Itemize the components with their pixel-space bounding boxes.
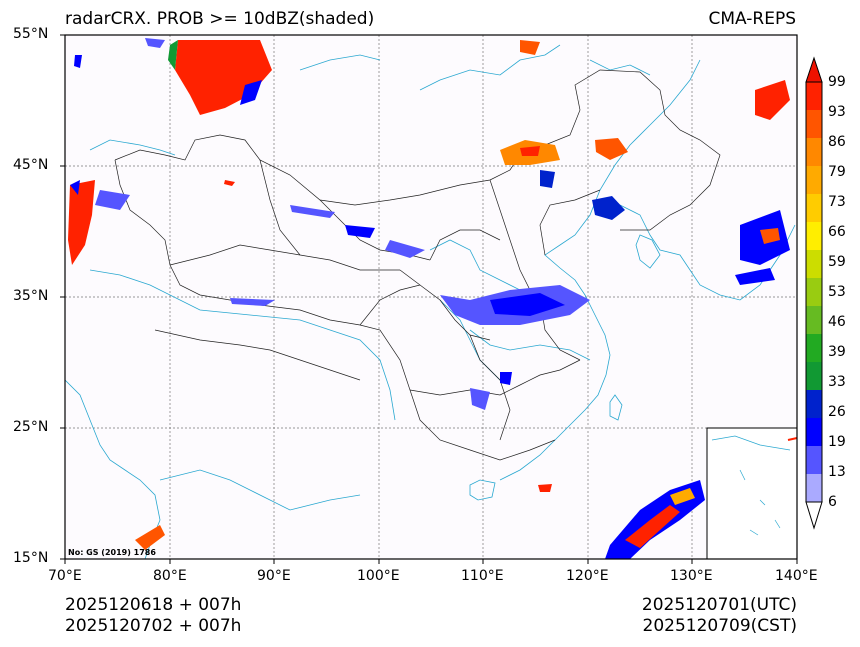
colorbar-segment — [806, 446, 822, 474]
colorbar-segment — [806, 390, 822, 418]
colorbar-tick-label: 93 — [828, 104, 846, 120]
colorbar-tick-label: 99 — [828, 74, 846, 90]
lat-label: 25°N — [13, 419, 49, 435]
colorbar-segment — [806, 138, 822, 166]
south-china-sea-inset — [706, 427, 798, 560]
lon-label: 140°E — [775, 568, 818, 584]
map-approval-number: No: GS (2019) 1786 — [68, 548, 156, 557]
colorbar-segment — [806, 306, 822, 334]
lon-label: 90°E — [257, 568, 291, 584]
lon-label: 80°E — [153, 568, 187, 584]
colorbar-segment — [806, 474, 822, 502]
valid-time-cst: 2025120709(CST) — [642, 616, 797, 636]
lat-label: 45°N — [13, 157, 49, 173]
colorbar-tick-label: 39 — [828, 344, 846, 360]
colorbar-tick-label: 46 — [828, 314, 846, 330]
colorbar-tick-label: 73 — [828, 194, 846, 210]
colorbar-segment — [806, 194, 822, 222]
lon-label: 110°E — [461, 568, 504, 584]
model-name: CMA-REPS — [708, 9, 796, 29]
colorbar-segment — [806, 166, 822, 194]
lat-label: 15°N — [13, 550, 49, 566]
colorbar-segment — [806, 334, 822, 362]
lon-label: 70°E — [48, 568, 82, 584]
colorbar-segment — [806, 250, 822, 278]
init-time-utc: 2025120618 + 007h — [65, 595, 242, 615]
colorbar-tick-label: 79 — [828, 164, 846, 180]
colorbar-over-arrow — [805, 56, 823, 83]
colorbar — [805, 56, 823, 530]
colorbar-tick-label: 66 — [828, 224, 846, 240]
colorbar-tick-label: 6 — [828, 494, 837, 510]
init-time-cst: 2025120702 + 007h — [65, 616, 242, 636]
colorbar-tick-label: 59 — [828, 254, 846, 270]
probability-shading — [68, 38, 797, 559]
colorbar-segment — [806, 82, 822, 110]
lon-label: 100°E — [357, 568, 400, 584]
lon-label: 120°E — [566, 568, 609, 584]
lat-label: 55°N — [13, 26, 49, 42]
colorbar-segment — [806, 362, 822, 390]
colorbar-tick-label: 86 — [828, 134, 846, 150]
colorbar-tick-label: 53 — [828, 284, 846, 300]
colorbar-tick-label: 13 — [828, 464, 846, 480]
colorbar-segment — [806, 418, 822, 446]
valid-time-utc: 2025120701(UTC) — [641, 595, 797, 615]
map-title: radarCRX. PROB >= 10dBZ(shaded) — [65, 9, 375, 29]
colorbar-tick-label: 26 — [828, 404, 846, 420]
lon-label: 130°E — [670, 568, 713, 584]
colorbar-segment — [806, 110, 822, 138]
colorbar-segment — [806, 278, 822, 306]
colorbar-under-arrow — [805, 501, 823, 530]
colorbar-segment — [806, 222, 822, 250]
colorbar-tick-label: 19 — [828, 434, 846, 450]
colorbar-tick-label: 33 — [828, 374, 846, 390]
lat-label: 35°N — [13, 288, 49, 304]
